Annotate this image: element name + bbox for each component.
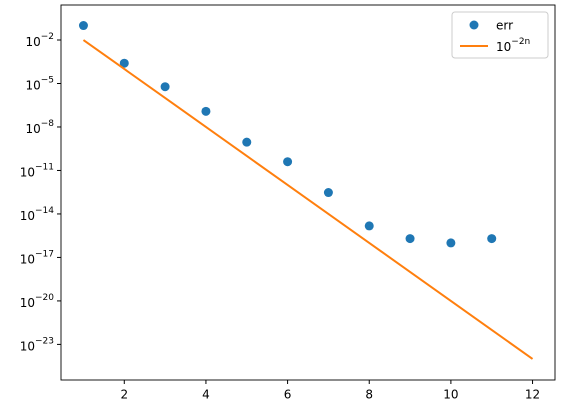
y-tick-label: 10−17 bbox=[20, 249, 54, 266]
y-tick-label: 10−2 bbox=[25, 32, 54, 49]
x-tick-label: 4 bbox=[202, 388, 210, 402]
legend-marker bbox=[469, 20, 479, 30]
point bbox=[119, 58, 129, 68]
point bbox=[283, 157, 293, 167]
point bbox=[405, 234, 415, 244]
point bbox=[364, 221, 374, 231]
line bbox=[82, 39, 534, 360]
y-tick-label: 10−20 bbox=[20, 292, 55, 309]
x-tick-label: 2 bbox=[120, 388, 128, 402]
y-tick-label: 10−11 bbox=[20, 162, 54, 179]
y-tick-label: 10−23 bbox=[20, 336, 54, 353]
point bbox=[323, 188, 333, 198]
legend-label: 10−2n bbox=[496, 37, 530, 54]
x-tick-label: 10 bbox=[443, 388, 458, 402]
plot-frame bbox=[60, 4, 556, 381]
point bbox=[446, 238, 456, 248]
y-tick-label: 10−8 bbox=[25, 118, 54, 135]
x-tick-label: 6 bbox=[284, 388, 292, 402]
x-tick-label: 8 bbox=[365, 388, 373, 402]
legend-label: err bbox=[496, 19, 513, 33]
point bbox=[242, 137, 252, 147]
y-tick-label: 10−5 bbox=[25, 75, 54, 92]
point bbox=[160, 82, 170, 92]
y-tick-label: 10−14 bbox=[20, 205, 55, 222]
x-tick-label: 12 bbox=[525, 388, 540, 402]
point bbox=[78, 21, 88, 31]
point bbox=[487, 234, 497, 244]
point bbox=[201, 106, 211, 116]
